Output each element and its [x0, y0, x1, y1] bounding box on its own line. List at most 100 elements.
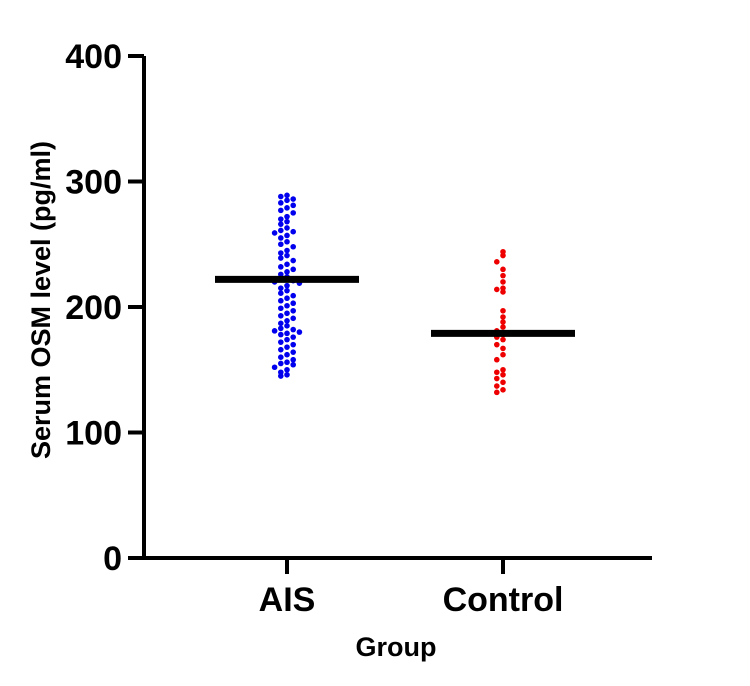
data-point-ais: [278, 320, 284, 327]
data-point-ais: [284, 351, 290, 358]
data-point-control: [494, 341, 500, 348]
data-point-ais: [284, 323, 290, 329]
data-point-control: [494, 389, 500, 396]
data-point-control: [500, 366, 506, 373]
data-point-control: [494, 375, 500, 382]
y-tick-label: 0: [103, 540, 122, 578]
data-point-control: [500, 272, 506, 279]
data-point-ais: [278, 227, 284, 234]
y-tick-label: 200: [65, 289, 122, 327]
data-point-ais: [278, 373, 284, 379]
data-point-ais: [284, 247, 290, 254]
x-tick-label: AIS: [259, 581, 316, 619]
data-point-ais: [278, 235, 284, 241]
data-point-control: [500, 351, 506, 358]
data-point-ais: [284, 366, 290, 373]
data-point-control: [500, 379, 506, 386]
data-point-ais: [278, 241, 284, 248]
data-point-ais: [278, 285, 284, 291]
data-point-ais: [290, 341, 297, 348]
data-point-ais: [284, 213, 290, 220]
data-point-ais: [296, 329, 303, 335]
y-tick-label: 300: [65, 164, 122, 202]
data-point-ais: [290, 257, 297, 264]
data-point-ais: [284, 371, 290, 378]
data-point-ais: [278, 216, 284, 222]
data-point-control: [494, 369, 500, 376]
data-point-ais: [278, 221, 284, 227]
data-point-ais: [278, 290, 284, 296]
data-point-control: [494, 259, 500, 265]
data-point-ais: [290, 326, 297, 333]
data-point-ais: [290, 196, 297, 202]
data-point-ais: [284, 261, 290, 268]
data-point-ais: [278, 339, 284, 345]
data-point-ais: [271, 328, 278, 334]
data-point-ais: [284, 238, 290, 245]
data-point-ais: [284, 287, 290, 294]
data-point-ais: [290, 356, 297, 363]
data-point-ais: [284, 302, 290, 309]
y-tick-label: 100: [65, 415, 122, 453]
data-point-ais: [271, 364, 278, 371]
data-point-ais: [284, 232, 290, 239]
data-point-ais: [284, 310, 290, 317]
data-point-control: [500, 324, 506, 330]
data-point-ais: [278, 193, 284, 200]
data-point-control: [494, 383, 500, 389]
data-point-control: [500, 345, 506, 352]
data-point-ais: [290, 266, 297, 273]
data-point-ais: [290, 307, 297, 314]
data-point-ais: [284, 295, 290, 302]
data-point-ais: [284, 318, 290, 324]
data-point-control: [500, 279, 506, 285]
data-point-control: [494, 286, 500, 293]
data-point-control: [500, 336, 506, 343]
data-point-ais: [278, 325, 284, 332]
data-point-ais: [290, 210, 297, 216]
data-point-ais: [290, 243, 297, 250]
data-point-ais: [290, 300, 297, 307]
data-point-ais: [290, 292, 297, 299]
data-point-ais: [278, 200, 284, 206]
data-point-ais: [278, 331, 284, 338]
data-point-ais: [290, 334, 297, 340]
data-point-ais: [284, 197, 290, 204]
data-point-ais: [278, 346, 284, 353]
data-point-ais: [284, 218, 290, 225]
data-point-ais: [284, 225, 290, 231]
data-point-ais: [284, 252, 290, 259]
data-point-control: [500, 314, 506, 320]
data-point-ais: [278, 297, 284, 304]
data-point-ais: [284, 269, 290, 275]
data-point-control: [500, 307, 506, 314]
data-point-ais: [290, 228, 297, 235]
data-point-ais: [284, 192, 290, 199]
data-point-ais: [290, 349, 297, 355]
data-point-ais: [278, 250, 284, 256]
mean-lines: [215, 275, 575, 337]
data-point-ais: [284, 359, 290, 366]
data-point-ais: [284, 330, 290, 337]
data-point-ais: [271, 230, 278, 236]
data-point-control: [500, 289, 506, 295]
data-point-ais: [284, 344, 290, 350]
data-point-ais: [278, 354, 284, 361]
x-tick-label: Control: [443, 581, 564, 619]
data-point-control: [500, 387, 506, 393]
y-axis-title: Serum OSM level (pg/ml): [26, 141, 56, 459]
data-point-ais: [284, 336, 290, 343]
data-point-ais: [278, 255, 284, 261]
data-point-ais: [290, 361, 297, 368]
data-points: [271, 192, 506, 396]
x-axis-ticks: AIS Control: [259, 558, 564, 619]
data-point-control: [500, 252, 506, 259]
data-point-control: [500, 319, 506, 325]
data-point-ais: [284, 205, 290, 211]
data-point-ais: [278, 207, 284, 214]
data-point-ais: [278, 264, 284, 270]
data-point-ais: [290, 202, 297, 209]
data-point-ais: [278, 305, 284, 312]
data-point-ais: [278, 271, 284, 278]
